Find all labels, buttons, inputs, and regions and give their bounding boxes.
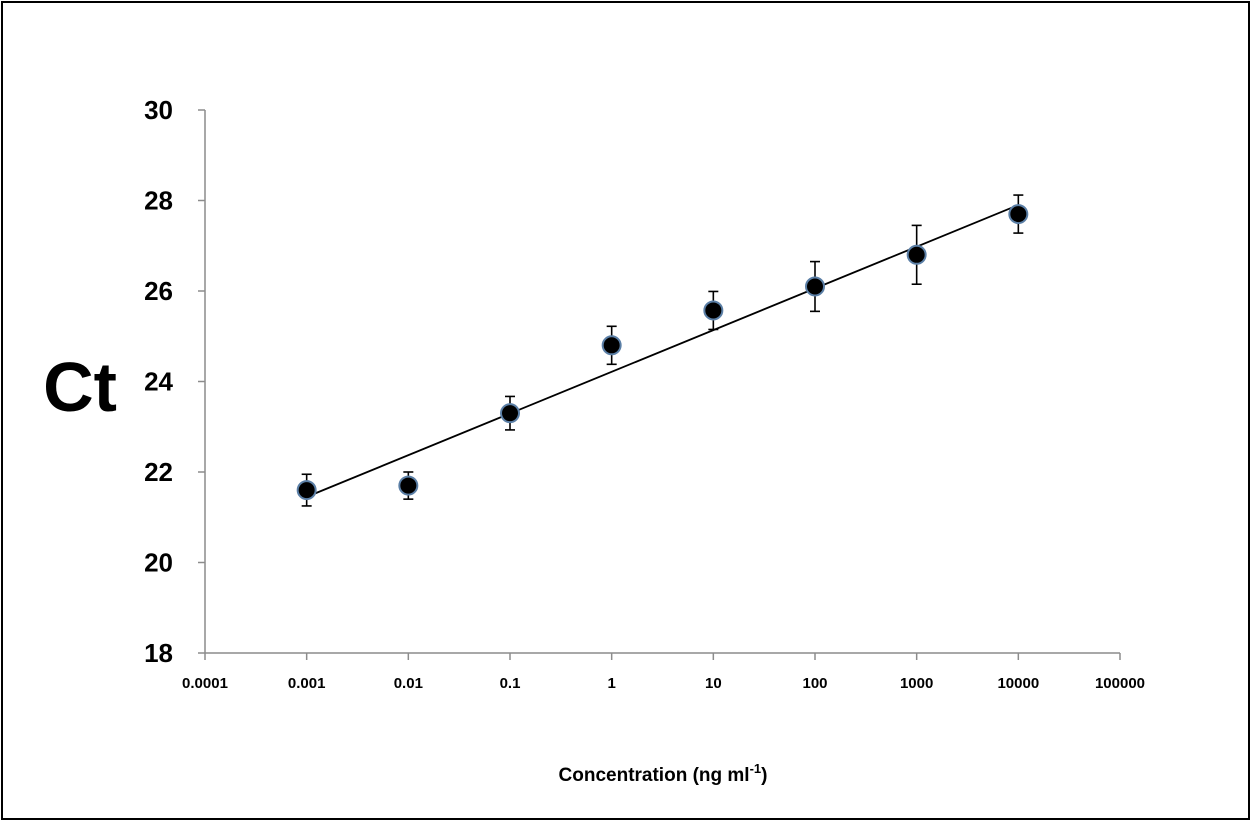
y-ticks: 18 20 22 24 26 28 30 xyxy=(144,95,205,668)
data-point xyxy=(805,276,825,297)
x-tick-label: 0.01 xyxy=(394,675,423,692)
y-tick-label: 18 xyxy=(144,638,173,668)
x-tick-label: 0.001 xyxy=(288,675,326,692)
y-tick-label: 28 xyxy=(144,186,173,216)
data-point xyxy=(703,300,724,321)
y-tick-label: 24 xyxy=(144,367,173,397)
x-axis-label-main: Concentration (ng ml xyxy=(559,765,750,786)
axes xyxy=(204,110,1120,654)
y-tick-label: 22 xyxy=(144,457,173,487)
data-point xyxy=(1008,204,1029,225)
x-axis-label-suffix: ) xyxy=(761,765,767,786)
trendline-group xyxy=(306,204,1019,498)
trendline xyxy=(306,204,1019,498)
x-tick-label: 1000 xyxy=(900,675,933,692)
y-tick-label: 20 xyxy=(144,548,173,578)
x-axis-label-superscript: -1 xyxy=(750,761,762,776)
x-ticks: 0.0001 0.001 0.01 0.1 1 10 100 1000 10000 100000 xyxy=(182,653,1145,692)
x-tick-label: 100 xyxy=(802,675,827,692)
y-tick-label: 26 xyxy=(144,276,173,306)
y-tick-label: 30 xyxy=(144,95,173,125)
data-points xyxy=(296,204,1029,501)
x-tick-label: 10000 xyxy=(997,675,1039,692)
x-axis-label: Concentration (ng ml-1) xyxy=(559,761,768,786)
data-point xyxy=(296,480,317,501)
x-tick-label: 0.1 xyxy=(500,675,521,692)
x-tick-label: 0.0001 xyxy=(182,675,228,692)
data-point xyxy=(398,475,419,496)
y-axis-label: Ct xyxy=(43,348,117,426)
x-tick-label: 10 xyxy=(705,675,722,692)
data-point xyxy=(906,244,927,265)
data-point xyxy=(500,403,520,424)
data-point xyxy=(601,335,622,356)
x-tick-label: 1 xyxy=(607,675,615,692)
x-tick-label: 100000 xyxy=(1095,675,1145,692)
